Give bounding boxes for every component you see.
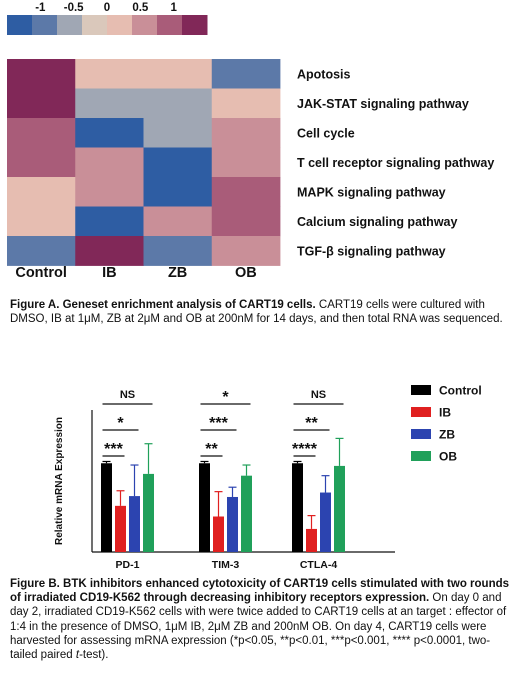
heatmap-cell [75, 206, 144, 237]
heatmap-cell [211, 147, 281, 178]
legend-label: Control [439, 384, 482, 398]
colorbar-tick-label: 0.5 [132, 2, 149, 14]
legend-label: OB [439, 450, 457, 464]
heatmap-cell [7, 88, 76, 119]
heatmap-column-label: Control [15, 265, 67, 281]
bar-ib [115, 505, 126, 552]
bar-ob [334, 465, 345, 552]
colorbar-tick-label: 1 [170, 2, 177, 14]
heatmap-cell [75, 59, 144, 89]
significance-label: NS [311, 389, 326, 401]
bar-zb [320, 492, 331, 552]
heatmap-cell [75, 88, 144, 119]
heatmap-cell [7, 118, 76, 148]
heatmap-row-label: T cell receptor signaling pathway [297, 156, 494, 170]
figure-a-caption-text: CART19 cells were cultured with DMSO, IB… [10, 299, 503, 326]
heatmap-row-label: TGF-β signaling pathway [297, 244, 446, 258]
heatmap-cell [143, 206, 213, 237]
colorbar-segment [132, 15, 158, 35]
bar-ob [143, 473, 154, 552]
heatmap-cell [7, 147, 76, 178]
bar-control [292, 463, 303, 552]
heatmap-chart: -1 -0.5 0 0.5 1 Apotosis JAK-STAT signaling pa… [7, 2, 494, 281]
heatmap-row-label: Calcium signaling pathway [297, 215, 457, 229]
heatmap-column-label: IB [102, 265, 117, 281]
heatmap-cell [143, 88, 213, 119]
bar-control [101, 463, 112, 552]
legend-label: IB [439, 406, 451, 420]
figure-a-caption-title: Figure A. Geneset enrichment analysis of… [10, 299, 316, 311]
category-label: TIM-3 [212, 559, 240, 571]
significance-label: **** [292, 441, 318, 458]
heatmap-row-label: Apotosis [297, 67, 351, 81]
heatmap-row-label: Cell cycle [297, 126, 355, 140]
heatmap-cell [75, 177, 144, 207]
heatmap-row-label: JAK-STAT signaling pathway [297, 97, 469, 111]
heatmap-cell [211, 206, 281, 237]
figure-b-caption-title: Figure B. BTK inhibitors enhanced cytoto… [10, 578, 510, 605]
bar-ib [306, 528, 317, 552]
significance-label: *** [209, 415, 228, 432]
category-label: PD-1 [116, 559, 140, 571]
colorbar-segment [82, 15, 108, 35]
heatmap-cell [211, 88, 281, 119]
heatmap-cell [7, 59, 76, 89]
bar-zb [227, 496, 238, 552]
significance-label: * [222, 389, 229, 406]
colorbar-segment [107, 15, 133, 35]
bar-zb [129, 496, 140, 552]
legend-swatch [411, 451, 431, 461]
bar-chart: Relative mRNA Expression PD-1 TIM-3 CTLA-4 N… [54, 384, 482, 572]
significance-label: ** [205, 441, 218, 458]
heatmap-cell [211, 236, 281, 266]
heatmap-cell [75, 236, 144, 266]
colorbar-segment [182, 15, 208, 35]
legend-swatch [411, 385, 431, 395]
heatmap-column-label: OB [235, 265, 257, 281]
heatmap-cell [75, 118, 144, 148]
bar-control [199, 463, 210, 552]
colorbar-tick-label: 0 [104, 2, 110, 14]
heatmap-cell [7, 236, 76, 266]
significance-label: * [117, 415, 124, 432]
legend-swatch [411, 429, 431, 439]
category-label: CTLA-4 [300, 559, 337, 571]
significance-label: ** [305, 415, 318, 432]
figure-b-caption-text-1: On day 0 and day 2, irradiated CD19-K562… [10, 592, 507, 662]
heatmap-cell [211, 118, 281, 148]
legend-label: ZB [439, 428, 455, 442]
colorbar-tick-label: -0.5 [64, 2, 84, 14]
bar-ob [241, 475, 252, 552]
heatmap-cell [143, 177, 213, 207]
colorbar-segment [7, 15, 33, 35]
figure-b-caption: Figure B. BTK inhibitors enhanced cytoto… [10, 577, 515, 662]
heatmap-cell [143, 147, 213, 178]
heatmap-cell [75, 147, 144, 178]
heatmap-cell [7, 177, 76, 207]
colorbar-segment [32, 15, 58, 35]
figure-b-caption-text-2: -test). [79, 649, 109, 662]
heatmap-column-label: ZB [168, 265, 187, 281]
colorbar-segment [57, 15, 83, 35]
significance-label: *** [104, 441, 123, 458]
colorbar-segment [157, 15, 183, 35]
figure-a-caption: Figure A. Geneset enrichment analysis of… [10, 298, 515, 326]
figure-b-caption-italic: t [75, 649, 80, 662]
significance-label: NS [120, 389, 135, 401]
y-axis-label: Relative mRNA Expression [54, 417, 65, 545]
heatmap-cell [143, 118, 213, 148]
legend-swatch [411, 407, 431, 417]
heatmap-cell [143, 236, 213, 266]
bar-ib [213, 516, 224, 552]
heatmap-row-label: MAPK signaling pathway [297, 185, 446, 199]
heatmap-cell [143, 59, 213, 89]
colorbar-tick-label: -1 [35, 2, 46, 14]
heatmap-cell [211, 177, 281, 207]
heatmap-cell [211, 59, 281, 89]
heatmap-cell [7, 206, 76, 237]
